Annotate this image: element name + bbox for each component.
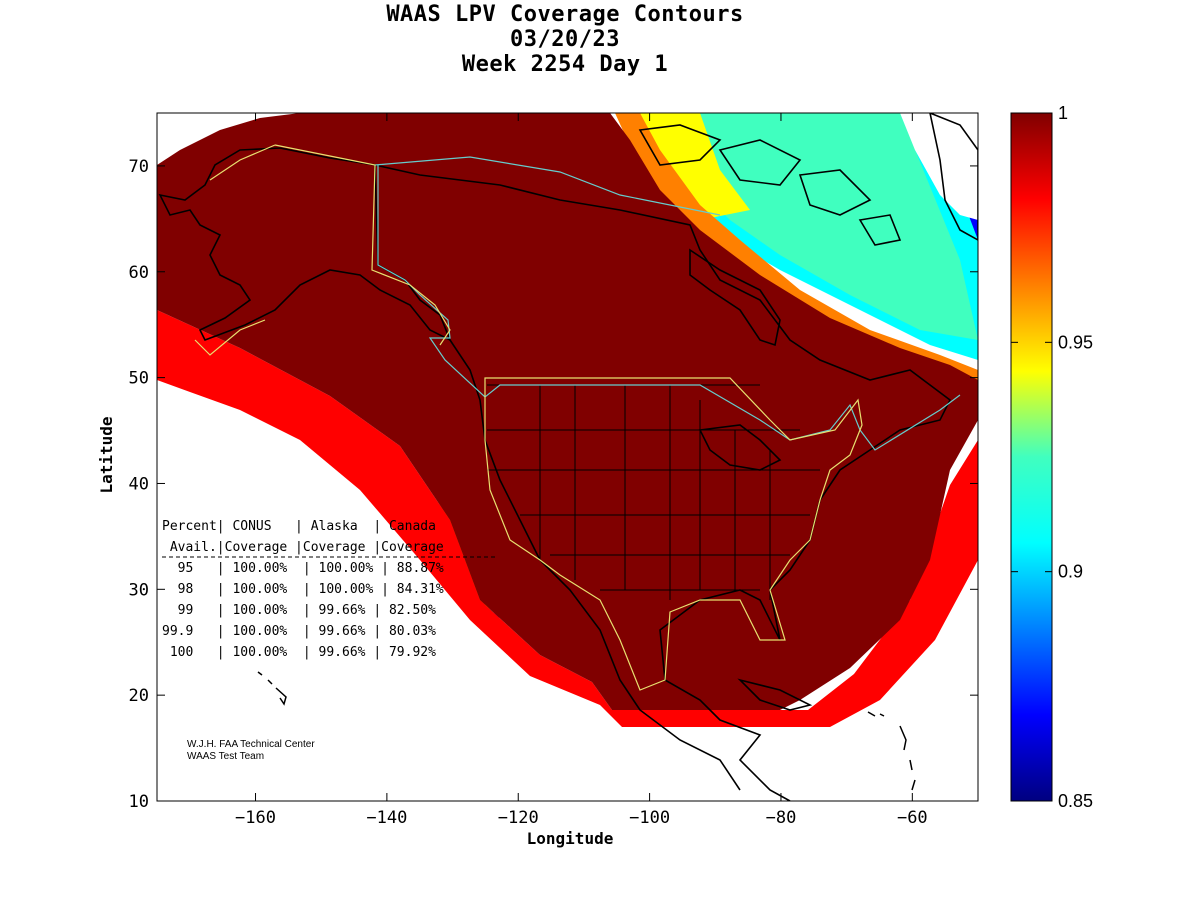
table-row: 99 | 100.00% | 99.66% | 82.50% bbox=[162, 603, 436, 618]
colorbar-tick-label: 0.85 bbox=[1058, 791, 1093, 811]
chart-title-line1: WAAS LPV Coverage Contours bbox=[386, 2, 744, 27]
cuba bbox=[737, 678, 813, 711]
y-tick-label: 30 bbox=[129, 580, 149, 600]
alaska-coast bbox=[158, 147, 452, 342]
table-row: 100 | 100.00% | 99.66% | 79.92% bbox=[162, 645, 436, 660]
coastlines bbox=[158, 113, 978, 801]
no-coverage-south bbox=[157, 380, 622, 801]
x-tick-label: −120 bbox=[498, 808, 539, 828]
hudson-bay bbox=[689, 248, 781, 347]
x-axis-label: Longitude bbox=[527, 829, 614, 848]
table-header-row2: Avail.|Coverage |Coverage |Coverage bbox=[162, 540, 444, 555]
y-tick-label: 40 bbox=[129, 474, 149, 494]
west-coast bbox=[449, 339, 741, 791]
y-tick-label: 60 bbox=[129, 263, 149, 283]
colorbar-tick-label: 0.95 bbox=[1058, 332, 1093, 352]
chart-title-line3: Week 2254 Day 1 bbox=[461, 52, 669, 77]
y-tick-label: 20 bbox=[129, 686, 149, 706]
plot-frame bbox=[156, 112, 979, 802]
table-row: 99.9 | 100.00% | 99.66% | 80.03% bbox=[162, 624, 436, 639]
islands bbox=[257, 671, 916, 791]
x-tick-label: −160 bbox=[235, 808, 276, 828]
x-tick-label: −100 bbox=[629, 808, 670, 828]
coverage-field bbox=[157, 113, 978, 801]
no-coverage-north-west bbox=[157, 113, 300, 160]
y-tick-label: 70 bbox=[129, 157, 149, 177]
north-america-coast bbox=[374, 164, 952, 801]
colorbar-ticks: 1 0.95 0.9 0.85 bbox=[1011, 103, 1093, 811]
no-coverage-south-east bbox=[622, 560, 978, 801]
us-border bbox=[194, 144, 863, 691]
credit-line1: W.J.H. FAA Technical Center bbox=[187, 739, 315, 750]
x-axis: −160 −140 −120 −100 −80 −60 bbox=[235, 113, 928, 828]
y-axis-label: Latitude bbox=[97, 416, 116, 493]
coverage-table: Percent| CONUS | Alaska | Canada Avail.|… bbox=[162, 519, 498, 660]
y-tick-label: 10 bbox=[129, 792, 149, 812]
colorbar-tick-label: 0.9 bbox=[1058, 562, 1083, 582]
table-row: 95 | 100.00% | 100.00% | 88.87% bbox=[162, 561, 444, 576]
x-tick-label: −140 bbox=[366, 808, 407, 828]
coverage-band-north-teal bbox=[640, 113, 978, 340]
credit-line2: WAAS Test Team bbox=[187, 751, 264, 762]
coverage-full-region bbox=[157, 113, 978, 710]
table-row: 98 | 100.00% | 100.00% | 84.31% bbox=[162, 582, 444, 597]
x-tick-label: −80 bbox=[766, 808, 797, 828]
coverage-band-north-yellow bbox=[630, 113, 750, 220]
y-axis: 10 20 30 40 50 60 70 bbox=[129, 157, 978, 812]
table-header-row1: Percent| CONUS | Alaska | Canada bbox=[162, 519, 436, 534]
arctic-islands bbox=[638, 124, 902, 246]
colorbar-tick-label: 1 bbox=[1058, 103, 1068, 123]
no-coverage-north-east bbox=[900, 113, 978, 220]
y-tick-label: 50 bbox=[129, 369, 149, 389]
greenland bbox=[929, 113, 978, 241]
colorbar bbox=[1010, 112, 1053, 802]
chart-title-line2: 03/20/23 bbox=[510, 27, 620, 52]
x-tick-label: −60 bbox=[897, 808, 928, 828]
